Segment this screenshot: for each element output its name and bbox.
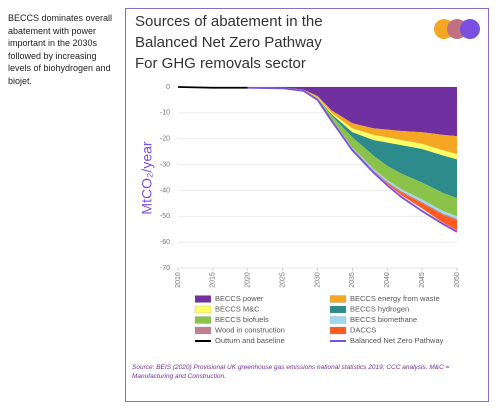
area [178, 87, 457, 217]
x-tick-label: 2010 [175, 272, 182, 288]
y-tick-label: -10 [160, 110, 170, 117]
y-tick-label: 0 [166, 84, 170, 91]
legend-label: DACCS [350, 325, 376, 334]
legend-swatch [329, 295, 347, 303]
y-tick-label: -20 [160, 136, 170, 143]
legend-label: BECCS biomethane [350, 315, 417, 324]
legend-label: Outturn and baseline [215, 336, 285, 345]
legend-swatch [194, 305, 212, 314]
chart-title: Balanced Net Zero Pathway [135, 34, 322, 51]
y-tick-label: -50 [160, 213, 170, 220]
x-tick-label: 2045 [419, 272, 426, 288]
source-note: Source: BEIS (2020) Provisional UK green… [132, 364, 450, 380]
side-text: BECCS dominates overall abatement with p… [8, 13, 113, 86]
legend-swatch [194, 316, 212, 324]
area [178, 87, 457, 160]
chart-title: For GHG removals sector [135, 55, 306, 72]
x-tick-label: 2015 [210, 272, 217, 288]
legend-label: BECCS hydrogen [350, 304, 409, 313]
x-tick-label: 2025 [279, 272, 286, 288]
x-tick-label: 2020 [245, 272, 252, 288]
legend-label: Wood in construction [215, 325, 285, 334]
legend-swatch [194, 326, 212, 335]
x-tick-label: 2035 [349, 272, 356, 288]
y-tick-label: -70 [160, 265, 170, 272]
chart-title: Sources of abatement in the [135, 13, 323, 30]
area [178, 87, 457, 219]
chart-panel [125, 8, 489, 402]
legend-swatch [329, 316, 347, 324]
line [247, 86, 458, 233]
y-tick-label: -30 [160, 161, 170, 168]
legend-swatch [329, 326, 347, 335]
legend-label: BECCS biofuels [215, 315, 269, 324]
legend-swatch [194, 295, 212, 303]
x-tick-label: 2050 [454, 272, 461, 288]
legend-swatch [329, 305, 347, 314]
area [178, 87, 457, 137]
legend-label: BECCS M&C [215, 304, 260, 313]
x-tick-label: 2030 [314, 272, 321, 288]
y-tick-label: -40 [160, 187, 170, 194]
x-tick-label: 2040 [384, 272, 391, 288]
y-axis-label: MtCO₂/year [139, 141, 155, 214]
legend-label: Balanced Net Zero Pathway [350, 336, 444, 345]
logo-dot [460, 19, 480, 39]
legend-label: BECCS power [215, 294, 264, 303]
area [178, 87, 457, 221]
y-tick-label: -60 [160, 239, 170, 246]
line [177, 86, 248, 89]
legend-label: BECCS energy from waste [350, 294, 440, 303]
